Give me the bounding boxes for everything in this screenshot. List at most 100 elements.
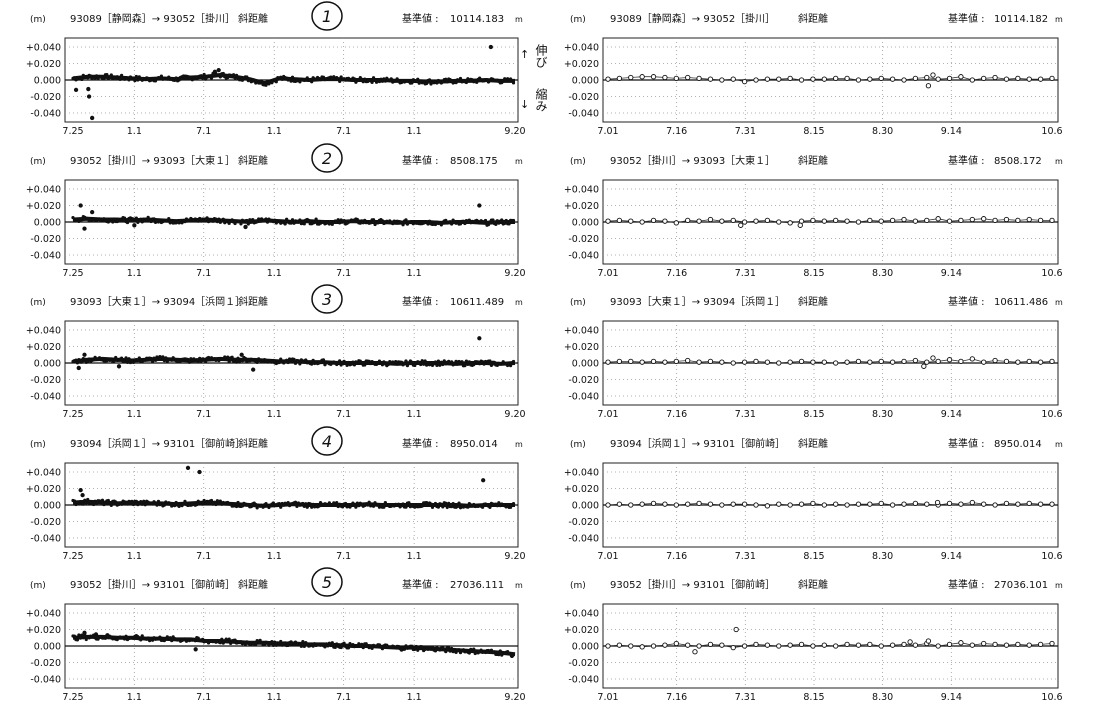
data-point bbox=[120, 73, 124, 77]
y-tick-label: +0.040 bbox=[564, 609, 599, 620]
data-point bbox=[206, 355, 211, 360]
outlier-point bbox=[82, 630, 87, 635]
data-point bbox=[360, 642, 364, 646]
base-unit: m bbox=[1055, 157, 1063, 166]
data-point bbox=[810, 217, 816, 223]
down-arrow: ↓ bbox=[520, 98, 529, 111]
measure-label: 斜距離 bbox=[798, 154, 828, 167]
outlier-point bbox=[481, 477, 486, 482]
data-point bbox=[981, 75, 987, 82]
data-point bbox=[492, 360, 496, 364]
data-point bbox=[127, 357, 131, 361]
data-point bbox=[198, 216, 202, 220]
data-point bbox=[867, 359, 873, 365]
unit-label: (m) bbox=[30, 298, 46, 308]
data-point bbox=[1049, 75, 1055, 82]
data-point bbox=[741, 501, 748, 507]
data-point bbox=[1015, 217, 1021, 223]
x-tick-label: 1.1 bbox=[267, 409, 282, 420]
data-point bbox=[673, 358, 679, 365]
data-point bbox=[159, 74, 163, 78]
y-tick-label: -0.020 bbox=[568, 234, 599, 245]
unit-label: (m) bbox=[570, 15, 586, 25]
data-point bbox=[639, 359, 645, 365]
data-point bbox=[511, 359, 516, 364]
data-point bbox=[508, 364, 513, 368]
data-point bbox=[707, 358, 714, 365]
data-point bbox=[466, 362, 470, 367]
measure-label: 斜距離 bbox=[798, 295, 828, 308]
data-point bbox=[485, 78, 489, 82]
data-point bbox=[889, 359, 896, 365]
data-point bbox=[450, 646, 454, 651]
data-point bbox=[83, 357, 87, 361]
shrink-label: 縮み bbox=[534, 87, 548, 112]
data-point bbox=[662, 74, 668, 81]
data-point bbox=[616, 75, 623, 82]
data-point bbox=[821, 642, 827, 648]
data-point bbox=[441, 504, 445, 509]
data-point bbox=[458, 505, 463, 509]
data-point bbox=[435, 81, 439, 85]
base-label: 基準値 : bbox=[402, 12, 439, 25]
data-point bbox=[251, 217, 255, 221]
data-point bbox=[81, 502, 85, 506]
data-point bbox=[380, 218, 384, 222]
data-point bbox=[454, 650, 458, 655]
data-point bbox=[946, 641, 953, 648]
data-point bbox=[628, 501, 634, 508]
data-point bbox=[460, 360, 464, 364]
data-point bbox=[351, 360, 355, 364]
data-point bbox=[992, 641, 998, 648]
data-point bbox=[366, 502, 370, 507]
data-point bbox=[301, 639, 305, 644]
data-point bbox=[237, 219, 242, 223]
x-tick-label: 7.31 bbox=[735, 692, 756, 703]
outlier-point bbox=[477, 202, 482, 208]
data-point bbox=[307, 218, 311, 222]
base-unit: m bbox=[1055, 15, 1063, 24]
chart-5-left: (m) 93052［掛川］→ 93101［御前崎］ 斜距離 基準値 : 27036.11… bbox=[26, 567, 526, 703]
data-point bbox=[369, 220, 373, 225]
data-point bbox=[327, 641, 331, 645]
data-point bbox=[71, 215, 75, 219]
data-point bbox=[131, 360, 136, 364]
data-point bbox=[267, 643, 271, 647]
y-tick-label: +0.020 bbox=[564, 342, 599, 353]
data-point bbox=[461, 219, 466, 223]
data-point bbox=[444, 218, 448, 222]
data-point bbox=[196, 219, 200, 223]
chart-5-right: (m) 93052［掛川］→ 93101［御前崎］ 斜距離 基準値 : 27036.10… bbox=[564, 578, 1063, 703]
extend-label: 伸び bbox=[534, 44, 548, 68]
data-point bbox=[221, 217, 225, 221]
x-tick-label: 7.1 bbox=[336, 409, 351, 420]
measure-label: 斜距離 bbox=[238, 437, 268, 450]
data-point bbox=[397, 502, 401, 506]
base-value: 8508.175 bbox=[450, 156, 498, 167]
x-tick-label: 9.20 bbox=[504, 126, 525, 137]
data-point bbox=[167, 216, 171, 220]
data-point bbox=[650, 74, 657, 80]
data-point bbox=[889, 217, 896, 223]
data-point bbox=[233, 638, 237, 642]
outlier-point bbox=[86, 94, 92, 99]
data-point bbox=[969, 499, 975, 505]
data-point bbox=[382, 505, 386, 509]
data-point bbox=[140, 634, 144, 638]
data-point bbox=[81, 636, 85, 640]
data-point bbox=[407, 500, 411, 504]
data-point bbox=[245, 75, 249, 79]
data-point bbox=[901, 501, 907, 507]
data-point bbox=[226, 355, 230, 359]
data-point bbox=[136, 634, 140, 639]
data-point bbox=[981, 501, 987, 507]
x-tick-label: 8.15 bbox=[803, 126, 824, 137]
data-point bbox=[1003, 358, 1010, 365]
data-point bbox=[380, 363, 384, 367]
x-tick-label: 8.30 bbox=[872, 692, 893, 703]
data-point bbox=[673, 640, 679, 647]
x-tick-label: 1.1 bbox=[407, 126, 422, 137]
data-point bbox=[376, 220, 380, 225]
data-point bbox=[685, 642, 691, 648]
data-point bbox=[80, 217, 84, 221]
